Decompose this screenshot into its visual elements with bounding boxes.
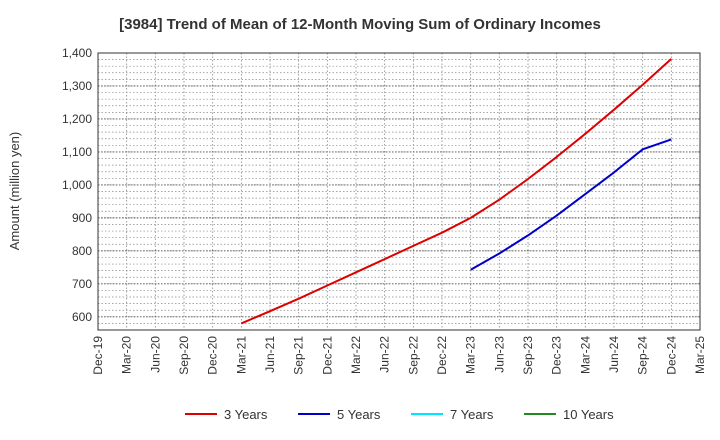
x-tick-label: Dec-24 <box>664 336 678 375</box>
y-tick-label: 1,400 <box>62 46 92 60</box>
y-tick-label: 1,300 <box>62 79 92 93</box>
x-tick-label: Jun-22 <box>378 336 392 373</box>
legend-label-5-years: 5 Years <box>337 407 381 422</box>
axes <box>97 52 701 331</box>
x-tick-label: Mar-21 <box>234 336 248 374</box>
legend-label-7-years: 7 Years <box>450 407 494 422</box>
x-tick-label: Mar-23 <box>464 336 478 374</box>
x-tick-labels: Dec-19 Mar-20 Jun-20 Sep-20 Dec-20 Mar-21 Jun-… <box>91 336 707 375</box>
y-tick-label: 1,100 <box>62 145 92 159</box>
y-tick-label: 1,200 <box>62 112 92 126</box>
grid-lines <box>98 52 700 330</box>
legend-label-10-years: 10 Years <box>563 407 614 422</box>
series-lines <box>240 58 672 325</box>
x-tick-label: Mar-20 <box>120 336 134 374</box>
y-tick-label: 600 <box>72 310 92 324</box>
x-tick-label: Jun-20 <box>148 336 162 373</box>
x-tick-label: Jun-21 <box>263 336 277 373</box>
x-tick-label: Sep-20 <box>177 336 191 375</box>
y-axis-title: Amount (million yen) <box>7 132 22 251</box>
x-tick-label: Dec-23 <box>550 336 564 375</box>
x-tick-label: Mar-24 <box>578 336 592 374</box>
x-tick-label: Sep-24 <box>636 336 650 375</box>
x-tick-label: Dec-22 <box>435 336 449 375</box>
series-line-3-years <box>240 58 672 325</box>
x-tick-label: Sep-21 <box>292 336 306 375</box>
legend-label-3-years: 3 Years <box>224 407 268 422</box>
y-tick-label: 1,000 <box>62 178 92 192</box>
x-tick-label: Sep-22 <box>406 336 420 375</box>
x-tick-label: Sep-23 <box>521 336 535 375</box>
x-tick-label: Jun-23 <box>492 336 506 373</box>
plot-frame <box>97 52 701 331</box>
x-tick-label: Dec-19 <box>91 336 105 375</box>
y-tick-label: 900 <box>72 211 92 225</box>
y-tick-labels: 600 700 800 900 1,000 1,100 1,200 1,300 1,400 <box>62 46 92 324</box>
x-tick-label: Dec-21 <box>320 336 334 375</box>
series-line-5-years <box>470 138 672 271</box>
y-tick-label: 700 <box>72 277 92 291</box>
chart-title: [3984] Trend of Mean of 12-Month Moving … <box>119 16 601 33</box>
x-tick-label: Mar-22 <box>349 336 363 374</box>
y-tick-label: 800 <box>72 244 92 258</box>
x-tick-label: Mar-25 <box>693 336 707 374</box>
x-tick-label: Dec-20 <box>206 336 220 375</box>
x-tick-label: Jun-24 <box>607 336 621 373</box>
legend: 3 Years 5 Years 7 Years 10 Years <box>185 407 614 422</box>
